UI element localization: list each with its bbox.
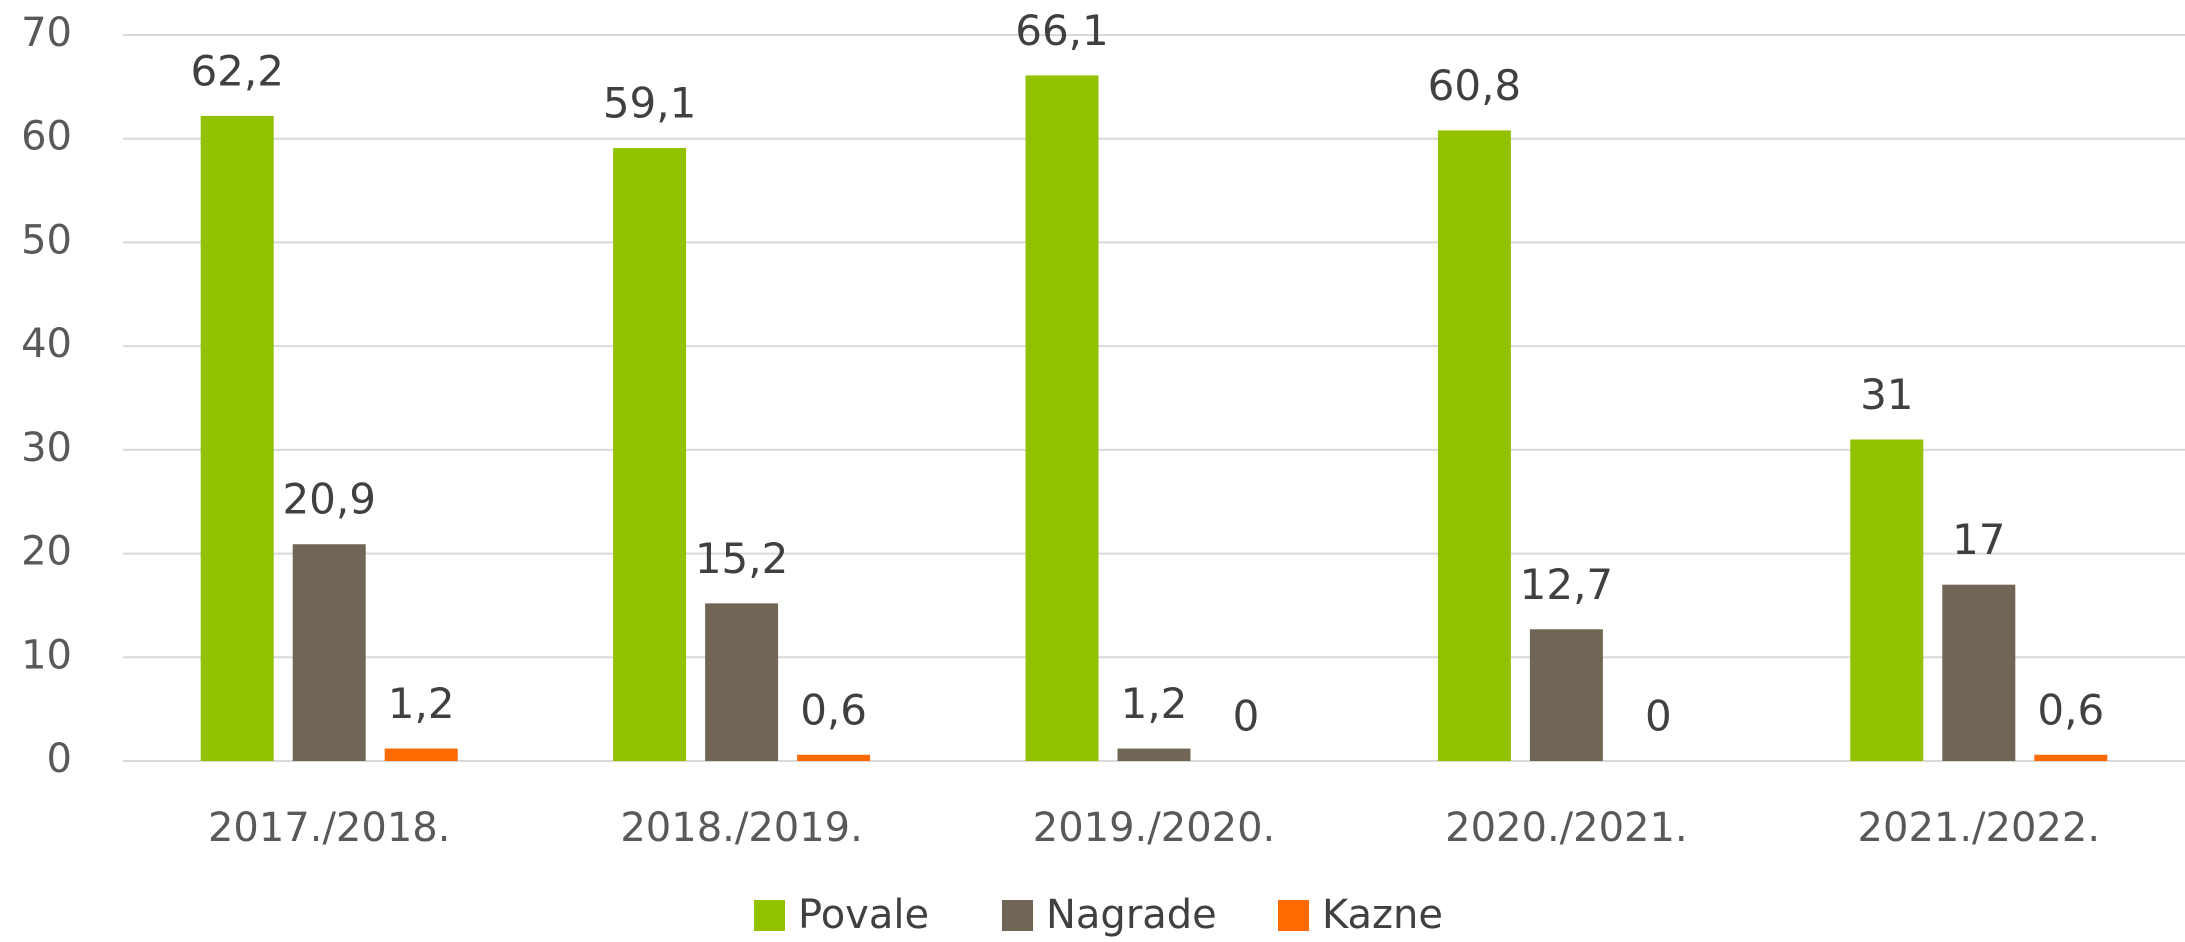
bar <box>797 754 871 761</box>
x-tick-label: 2017./2018. <box>208 805 451 851</box>
legend-swatch <box>1002 900 1033 931</box>
value-label: 59,1 <box>603 79 697 128</box>
value-label: 60,8 <box>1428 61 1522 110</box>
bar <box>1117 748 1191 761</box>
value-label: 1,2 <box>388 679 455 728</box>
x-tick-label: 2021./2022. <box>1858 805 2101 851</box>
bar <box>1025 75 1099 762</box>
y-tick-label: 40 <box>21 321 72 367</box>
y-tick-label: 70 <box>21 10 72 56</box>
value-label: 0,6 <box>2037 685 2104 734</box>
x-tick-label: 2018./2019. <box>620 805 863 851</box>
legend-swatch <box>1278 900 1309 931</box>
legend-label: Kazne <box>1322 892 1443 938</box>
value-label: 66,1 <box>1015 6 1109 55</box>
legend-label: Povale <box>798 892 929 938</box>
bar <box>1437 130 1511 762</box>
value-label: 0 <box>1233 692 1260 741</box>
bar <box>2034 754 2108 761</box>
value-label: 17 <box>1952 515 2005 564</box>
y-tick-label: 20 <box>21 529 72 575</box>
x-tick-label: 2019./2020. <box>1033 805 1276 851</box>
value-label: 20,9 <box>282 475 376 524</box>
legend-swatch <box>754 900 785 931</box>
bar <box>384 748 458 761</box>
x-tick-label: 2020./2021. <box>1445 805 1688 851</box>
bar <box>613 148 687 761</box>
value-label: 0 <box>1645 692 1672 741</box>
bar <box>1850 439 1924 761</box>
value-label: 15,2 <box>695 534 789 583</box>
y-tick-label: 60 <box>21 114 72 160</box>
legend-label: Nagrade <box>1046 892 1217 938</box>
bar <box>1529 629 1603 761</box>
bar <box>200 115 274 761</box>
y-tick-label: 50 <box>21 217 72 263</box>
bar <box>292 544 366 761</box>
value-label: 31 <box>1860 370 1913 419</box>
y-tick-label: 10 <box>21 632 72 678</box>
bar <box>1942 584 2016 761</box>
value-label: 12,7 <box>1520 560 1614 609</box>
value-label: 1,2 <box>1121 679 1188 728</box>
y-tick-label: 30 <box>21 425 72 471</box>
bar <box>705 603 779 761</box>
value-label: 62,2 <box>190 46 284 95</box>
value-label: 0,6 <box>800 685 867 734</box>
y-tick-label: 0 <box>47 736 72 782</box>
